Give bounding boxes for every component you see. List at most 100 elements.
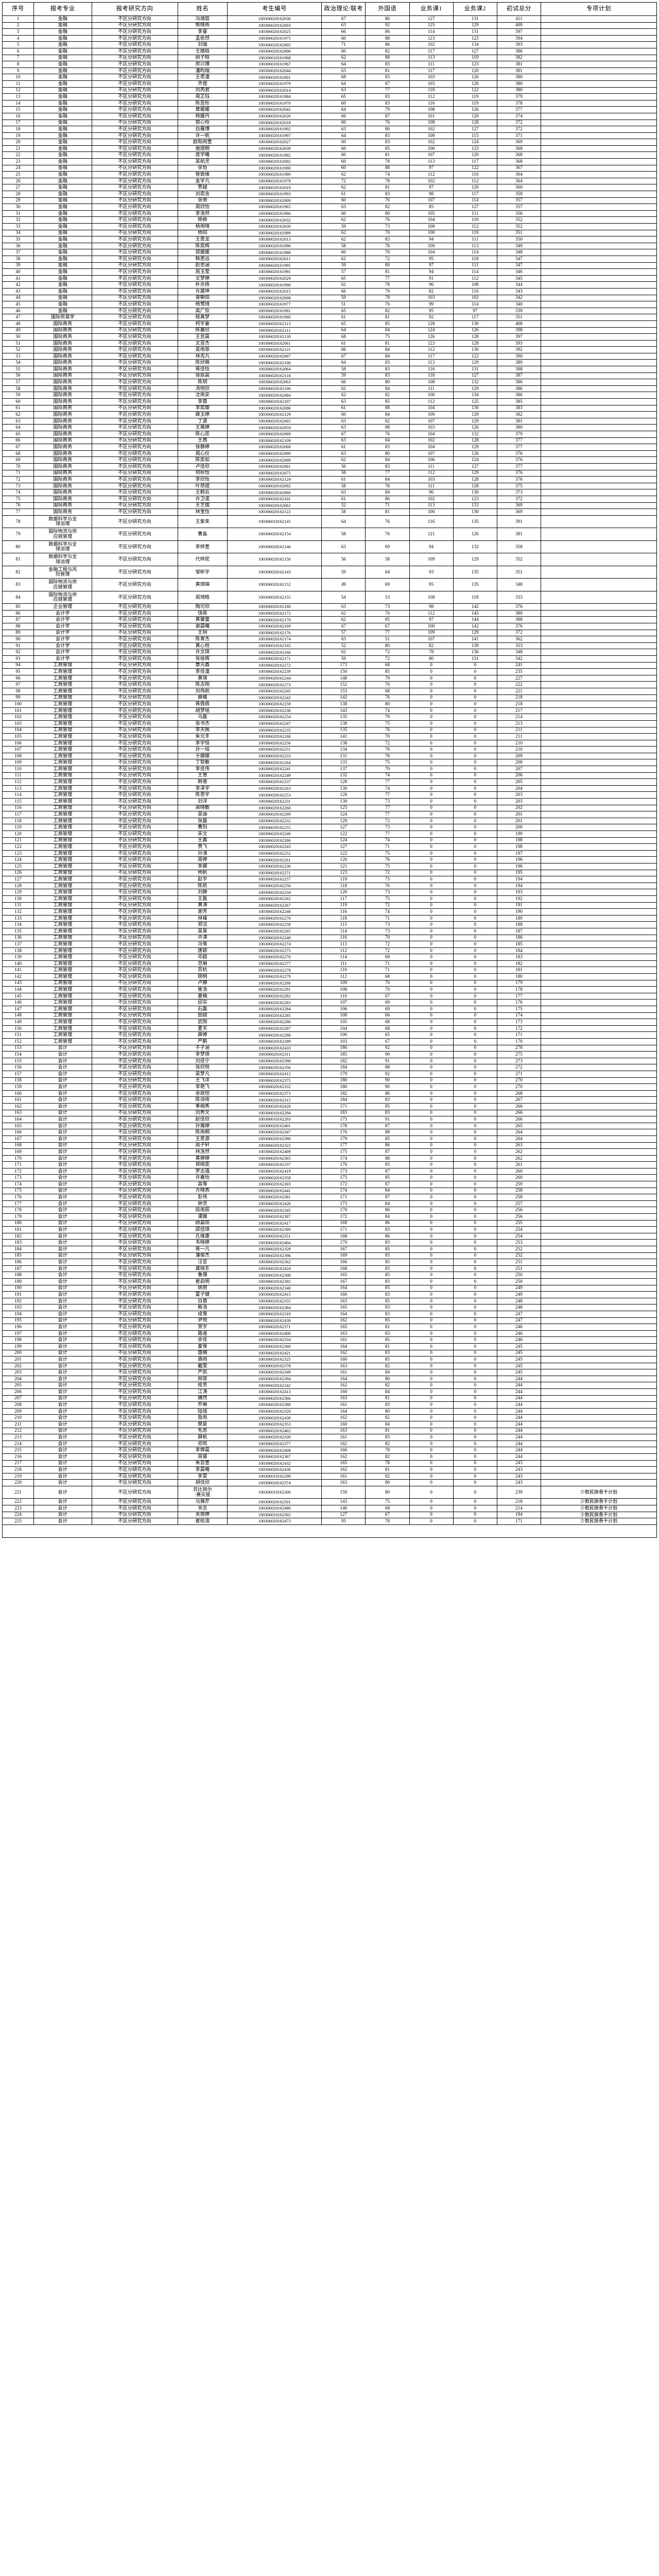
table-row: 17 金融 不区分研究方向 郭心怡 100306020162018 60 76 108 128 3…	[2, 119, 657, 127]
cell-plan	[540, 655, 657, 663]
cell-major: 工商管理	[33, 707, 92, 715]
cell-major: 金融	[33, 35, 92, 42]
cell-major: 数据科学与全 球治理	[33, 553, 92, 566]
table-row: 95 工商管理 不区分研究方向 李佳潼 100306020162239 150 85 0 0 23…	[2, 668, 657, 675]
cell-foreign: 88	[365, 404, 410, 412]
cell-politics: 117	[321, 895, 366, 903]
cell-name: 李雯	[177, 1472, 228, 1480]
cell-course2: 0	[453, 862, 497, 870]
cell-exam-id: 100306020162396	[227, 1252, 322, 1260]
cell-exam-id: 100306020162019	[227, 184, 322, 192]
table-row: 41 金融 不区分研究方向 文梦婷 100306020162029 65 77 91 112 34…	[2, 275, 657, 282]
cell-total: 264	[496, 1135, 541, 1143]
cell-course2: 0	[453, 1232, 497, 1240]
table-row: 28 金融 不区分研究方向 刘奕含 100306020161993 61 83 98 117 35…	[2, 191, 657, 198]
cell-course1: 0	[409, 726, 454, 734]
cell-course1: 0	[409, 733, 454, 740]
cell-total: 245	[496, 1356, 541, 1363]
cell-major: 金融	[33, 177, 92, 185]
cell-politics: 141	[321, 733, 366, 740]
cell-exam-id: 100306020162231	[227, 798, 322, 805]
cell-direction: 不区分研究方向	[91, 223, 178, 230]
cell-foreign: 82	[365, 1414, 410, 1422]
cell-exam-id: 100306020162011	[227, 255, 322, 263]
cell-major: 数据科学与全 球治理	[33, 540, 92, 554]
cell-name: 周芷钰	[177, 93, 228, 100]
cell-seq: 121	[2, 837, 34, 844]
cell-course1: 0	[409, 1142, 454, 1149]
cell-direction: 不区分研究方向	[91, 164, 178, 172]
cell-seq: 72	[2, 476, 34, 483]
cell-name: 赵思涵	[177, 262, 228, 269]
cell-name: 唐颖	[177, 947, 228, 955]
cell-seq: 65	[2, 431, 34, 438]
cell-plan	[540, 1181, 657, 1188]
cell-politics: 120	[321, 889, 366, 896]
cell-direction: 不区分研究方向	[91, 1232, 178, 1240]
cell-seq: 149	[2, 1019, 34, 1026]
table-row: 190 会计 不区分研究方向 姚丽 100306020162340 164 85 0 0 249	[2, 1284, 657, 1292]
cell-name: 白雁博	[177, 126, 228, 133]
cell-total: 194	[496, 882, 541, 890]
cell-name: 陈奕辉	[177, 242, 228, 250]
table-row: 121 工商管理 不区分研究方向 王鑫 100306020162266 124 74 0 0 19…	[2, 837, 657, 844]
cell-foreign: 75	[365, 850, 410, 857]
cell-total: 376	[496, 450, 541, 457]
cell-exam-id: 100306020161975	[227, 35, 322, 42]
cell-total: 208	[496, 759, 541, 767]
cell-name: 周晓敏	[177, 804, 228, 812]
cell-foreign: 71	[365, 843, 410, 851]
cell-total: 189	[496, 914, 541, 922]
cell-plan: 少数民族骨干计划	[540, 1518, 657, 1525]
cell-plan	[540, 352, 657, 360]
cell-course1: 0	[409, 1219, 454, 1227]
cell-name: 樊星	[177, 1421, 228, 1428]
cell-politics: 61	[321, 495, 366, 503]
cell-course1: 123	[409, 35, 454, 42]
cell-major: 工商管理	[33, 778, 92, 786]
cell-name: 张弛	[177, 197, 228, 205]
cell-name: 薛玉婷	[177, 411, 228, 418]
cell-total: 250	[496, 1278, 541, 1285]
cell-course2: 135	[453, 515, 497, 529]
cell-total: 222	[496, 681, 541, 688]
cell-total: 272	[496, 1064, 541, 1071]
cell-politics: 186	[321, 1044, 366, 1052]
table-row: 124 工商管理 不区分研究方向 周婷 100306020162261 120 76 0 0 19…	[2, 856, 657, 863]
cell-foreign: 76	[365, 856, 410, 863]
cell-foreign: 73	[365, 603, 410, 611]
cell-course2: 124	[453, 456, 497, 464]
cell-total: 251	[496, 1259, 541, 1266]
cell-total: 369	[496, 509, 541, 516]
cell-total: 267	[496, 1096, 541, 1104]
cell-exam-id: 100306020162274	[227, 941, 322, 948]
cell-seq: 216	[2, 1453, 34, 1461]
cell-total: 380	[496, 87, 541, 94]
cell-course1: 0	[409, 908, 454, 916]
cell-foreign: 88	[365, 1064, 410, 1071]
cell-total: 377	[496, 463, 541, 470]
cell-major: 会计	[33, 1317, 92, 1325]
cell-major: 会计	[33, 1336, 92, 1344]
cell-direction: 不区分研究方向	[91, 934, 178, 942]
cell-seq: 78	[2, 515, 34, 529]
cell-politics: 65	[321, 307, 366, 315]
cell-politics: 162	[321, 1440, 366, 1448]
cell-plan	[540, 720, 657, 727]
cell-course1: 0	[409, 1388, 454, 1396]
cell-course1: 0	[409, 714, 454, 721]
cell-direction: 不区分研究方向	[91, 1031, 178, 1039]
cell-name: 钟灵	[177, 1200, 228, 1208]
cell-politics: 173	[321, 662, 366, 669]
cell-course2: 116	[453, 171, 497, 178]
cell-seq: 16	[2, 112, 34, 120]
cell-course2: 0	[453, 1278, 497, 1285]
cell-plan	[540, 28, 657, 36]
cell-foreign: 76	[365, 216, 410, 224]
cell-name: 贺宇	[177, 1324, 228, 1331]
cell-name: 文昱杰	[177, 340, 228, 347]
cell-exam-id: 100306020162169	[227, 623, 322, 630]
cell-seq: 71	[2, 469, 34, 477]
cell-seq: 200	[2, 1349, 34, 1357]
cell-politics: 124	[321, 811, 366, 818]
